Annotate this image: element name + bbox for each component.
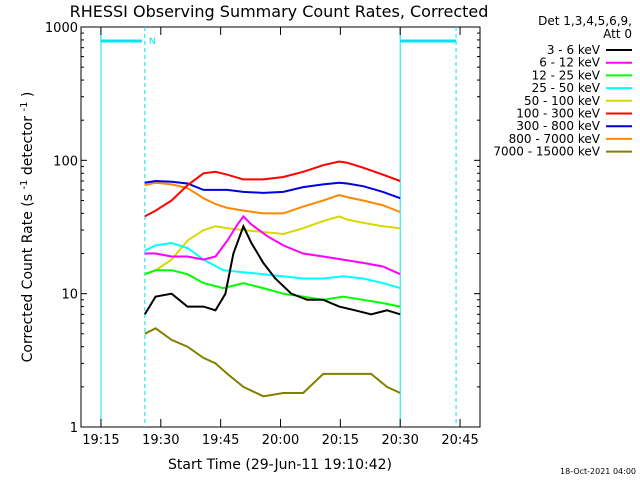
x-tick-label-1: 19:30 <box>142 433 179 448</box>
series-line-8 <box>144 327 401 398</box>
legend-label-6: 300 - 800 keV <box>516 119 600 133</box>
x-axis-ticks: 19:15 19:30 19:45 20:00 20:15 20:30 20:45 <box>82 27 479 448</box>
y-tick-label-0: 1 <box>70 421 78 436</box>
legend-label-5: 100 - 300 keV <box>516 107 600 121</box>
x-axis-label: Start Time (29-Jun-11 19:10:42) <box>168 457 392 473</box>
x-tick-label-5: 20:30 <box>381 433 418 448</box>
y-tick-label-1: 10 <box>61 288 78 303</box>
x-tick-label-0: 19:15 <box>82 433 119 448</box>
x-tick-label-6: 20:45 <box>441 433 478 448</box>
legend-header-line-1: Det 1,3,4,5,6,9, <box>538 14 632 28</box>
x-tick-label-4: 20:15 <box>322 433 359 448</box>
series-lines <box>143 160 401 398</box>
legend-label-0: 3 - 6 keV <box>547 43 601 57</box>
y-axis-label-part-5: ) <box>20 92 36 97</box>
legend-label-1: 6 - 12 keV <box>539 56 601 70</box>
y-axis-label-part-2: -1 <box>19 180 30 190</box>
legend-label-3: 25 - 50 keV <box>532 81 601 95</box>
y-axis-label-part-3: detector <box>20 116 36 175</box>
series-line-2 <box>144 269 401 308</box>
series-line-5 <box>144 160 401 218</box>
series-line-6 <box>144 179 401 200</box>
x-tick-label-3: 20:00 <box>262 433 299 448</box>
y-tick-label-2: 100 <box>53 154 78 169</box>
chart-title: RHESSI Observing Summary Count Rates, Co… <box>70 2 489 21</box>
series-line-0 <box>143 223 401 316</box>
plot-area <box>80 26 481 428</box>
legend-header-line-2: Att 0 <box>603 27 632 41</box>
legend-label-4: 50 - 100 keV <box>524 94 601 108</box>
footer-date: 18-Oct-2021 04:00 <box>560 467 636 476</box>
legend-label-7: 800 - 7000 keV <box>509 132 601 146</box>
y-axis-label: Corrected Count Rate (s -1 detector -1 ) <box>15 92 36 363</box>
series-line-1 <box>144 214 401 276</box>
legend-label-8: 7000 - 15000 keV <box>493 145 600 159</box>
y-axis-label-part-4: -1 <box>19 102 30 112</box>
y-tick-label-3: 1000 <box>45 21 78 36</box>
flag-saa-label: N <box>149 37 156 47</box>
saa-flags: N <box>100 27 457 427</box>
y-axis-label-part-1: Corrected Count Rate (s <box>20 194 36 362</box>
x-tick-label-2: 19:45 <box>202 433 239 448</box>
series-line-3 <box>144 241 401 290</box>
legend-label-2: 12 - 25 keV <box>532 68 601 82</box>
series-line-7 <box>144 181 401 215</box>
y-axis-ticks: 1 10 100 1000 <box>45 21 480 436</box>
